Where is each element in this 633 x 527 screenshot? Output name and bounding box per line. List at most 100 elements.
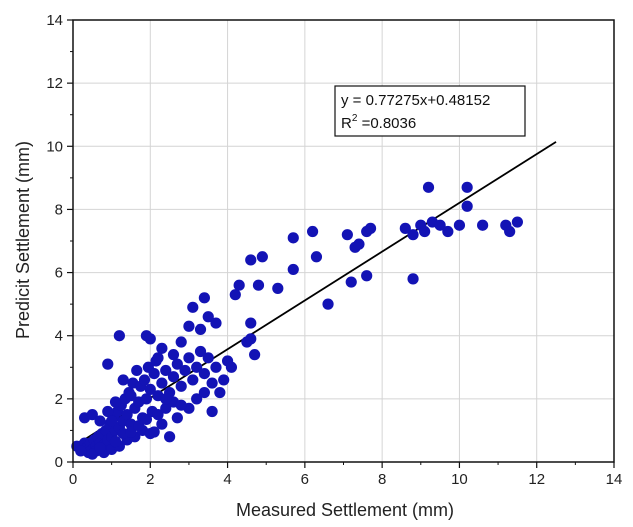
- y-tick-label: 8: [55, 201, 63, 218]
- data-point: [86, 448, 98, 460]
- data-point: [131, 364, 143, 377]
- data-point: [152, 352, 164, 364]
- data-point: [171, 358, 183, 370]
- y-tick-label: 0: [55, 454, 63, 471]
- data-point: [245, 254, 257, 266]
- data-point: [364, 222, 377, 234]
- data-point: [160, 393, 172, 405]
- data-point: [245, 317, 257, 329]
- data-point: [442, 225, 454, 238]
- x-tick-label: 6: [301, 471, 309, 488]
- data-point: [225, 361, 238, 373]
- x-axis-label: Measured Settlement (mm): [236, 500, 454, 520]
- data-point: [233, 279, 245, 291]
- data-point: [138, 374, 151, 386]
- data-point: [94, 442, 106, 454]
- data-point: [160, 402, 172, 414]
- data-point: [152, 409, 164, 421]
- x-tick-label: 12: [528, 471, 545, 488]
- data-point: [249, 349, 261, 361]
- data-point: [113, 330, 125, 342]
- data-point: [306, 225, 319, 238]
- r-squared-prefix: R: [341, 115, 352, 132]
- data-point: [140, 330, 153, 342]
- data-point: [156, 342, 168, 354]
- data-point: [121, 409, 133, 421]
- data-point: [453, 219, 466, 231]
- data-point: [198, 368, 210, 380]
- y-tick-label: 10: [46, 138, 63, 155]
- data-point: [341, 229, 353, 241]
- data-point: [94, 415, 106, 427]
- data-point: [399, 222, 411, 234]
- r-squared-value: =0.8036: [357, 115, 416, 132]
- data-point: [140, 393, 153, 405]
- data-point: [504, 225, 516, 238]
- data-point: [477, 219, 489, 231]
- data-point: [198, 292, 210, 304]
- data-point: [156, 418, 168, 430]
- data-point: [461, 181, 473, 193]
- data-point: [187, 374, 199, 386]
- data-point: [461, 200, 473, 212]
- data-point: [353, 238, 365, 250]
- data-point: [102, 405, 114, 418]
- data-point: [133, 420, 145, 432]
- r-squared: R2 =0.8036: [341, 113, 416, 132]
- data-point: [191, 393, 203, 405]
- data-point: [175, 399, 187, 411]
- data-point: [407, 229, 419, 241]
- data-point: [148, 426, 160, 438]
- data-point: [187, 301, 199, 313]
- data-point: [164, 431, 176, 443]
- data-point: [148, 368, 160, 380]
- data-point: [191, 361, 203, 373]
- equation-box-frame: [334, 85, 526, 137]
- data-point: [202, 352, 214, 364]
- data-point: [171, 412, 183, 424]
- data-point: [287, 232, 299, 244]
- y-axis-label: Predicit Settlement (mm): [13, 141, 33, 339]
- data-point: [345, 276, 357, 288]
- data-point: [167, 349, 180, 361]
- data-point: [183, 320, 195, 332]
- x-tick-label: 0: [69, 471, 77, 488]
- data-point: [206, 405, 218, 418]
- equation-box: y = 0.77275x+0.48152 R2 =0.8036: [334, 85, 526, 137]
- data-point: [310, 251, 323, 263]
- data-point: [206, 377, 218, 389]
- data-point: [322, 298, 334, 310]
- data-point: [210, 361, 222, 373]
- data-point: [210, 317, 222, 329]
- data-point: [194, 345, 207, 358]
- fit-equation: y = 0.77275x+0.48152: [341, 92, 490, 109]
- data-point: [511, 216, 523, 228]
- data-point: [75, 445, 87, 457]
- data-point: [256, 251, 268, 263]
- data-points: [71, 181, 523, 460]
- data-point: [109, 396, 122, 408]
- r-squared-exponent: 2: [352, 113, 358, 124]
- data-point: [102, 358, 114, 370]
- x-tick-label: 10: [451, 471, 468, 488]
- x-tick-label: 14: [606, 471, 623, 488]
- y-tick-label: 12: [46, 75, 63, 92]
- data-point: [175, 336, 187, 348]
- y-tick-label: 14: [46, 12, 63, 29]
- data-point: [175, 380, 187, 392]
- data-point: [434, 219, 446, 231]
- y-tick-label: 4: [55, 328, 63, 345]
- data-point: [125, 390, 137, 402]
- data-point: [422, 181, 435, 193]
- data-point: [361, 270, 373, 282]
- data-point: [144, 383, 156, 395]
- data-point: [156, 377, 168, 389]
- data-point: [272, 282, 284, 294]
- y-tick-label: 2: [55, 391, 63, 408]
- data-point: [252, 279, 265, 291]
- data-point: [245, 333, 257, 345]
- data-point: [194, 323, 207, 335]
- data-point: [140, 413, 153, 425]
- axis-ticks: 0 2 4 6 8 10 12 14 0 2 4 6 8 10 12 14: [46, 12, 622, 488]
